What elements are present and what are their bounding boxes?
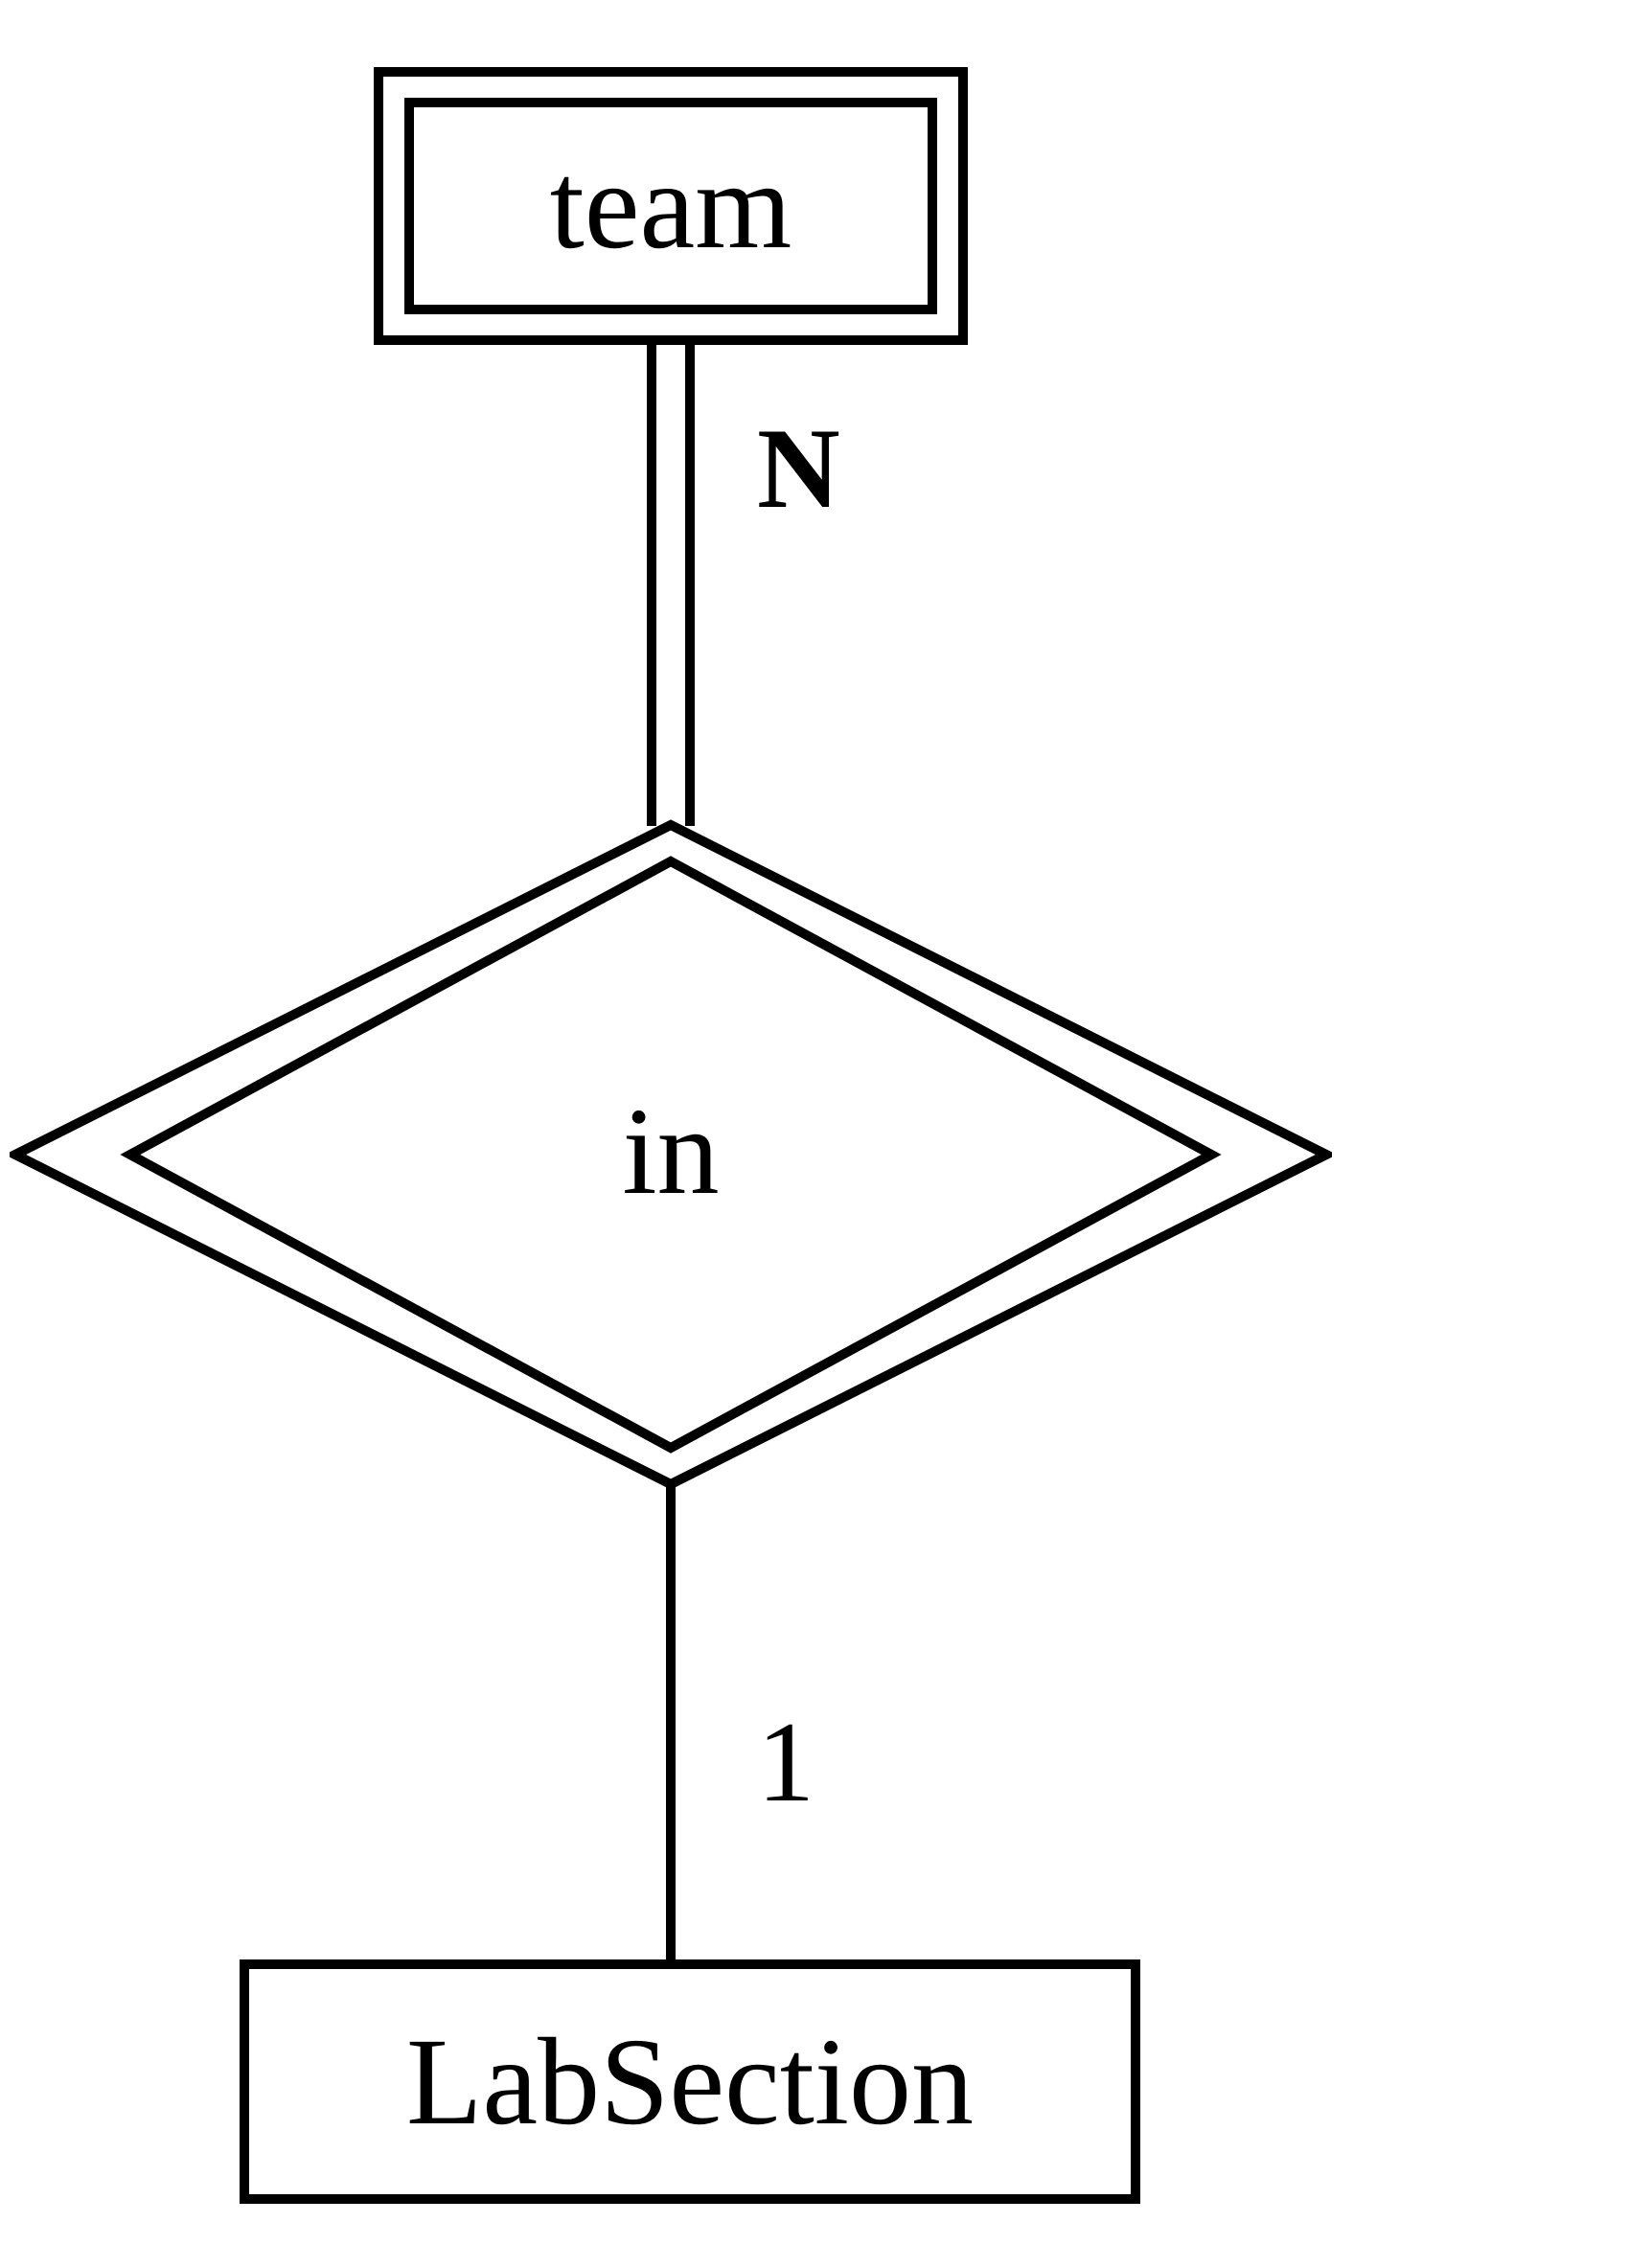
connector-team-in-right — [685, 345, 695, 826]
relationship-in-label: in — [10, 1080, 1332, 1224]
relationship-in: in — [10, 819, 1332, 1490]
er-diagram: team N in 1 LabSection — [0, 0, 1629, 2268]
connector-in-labsection — [666, 1483, 676, 1959]
entity-team-label: team — [550, 134, 792, 278]
connector-team-in-left — [647, 345, 656, 826]
entity-labsection-label: LabSection — [406, 2010, 974, 2154]
entity-labsection: LabSection — [240, 1959, 1140, 2204]
entity-team-inner: team — [404, 98, 937, 314]
entity-team: team — [374, 67, 968, 345]
cardinality-1: 1 — [757, 1696, 814, 1828]
cardinality-n: N — [757, 402, 840, 535]
